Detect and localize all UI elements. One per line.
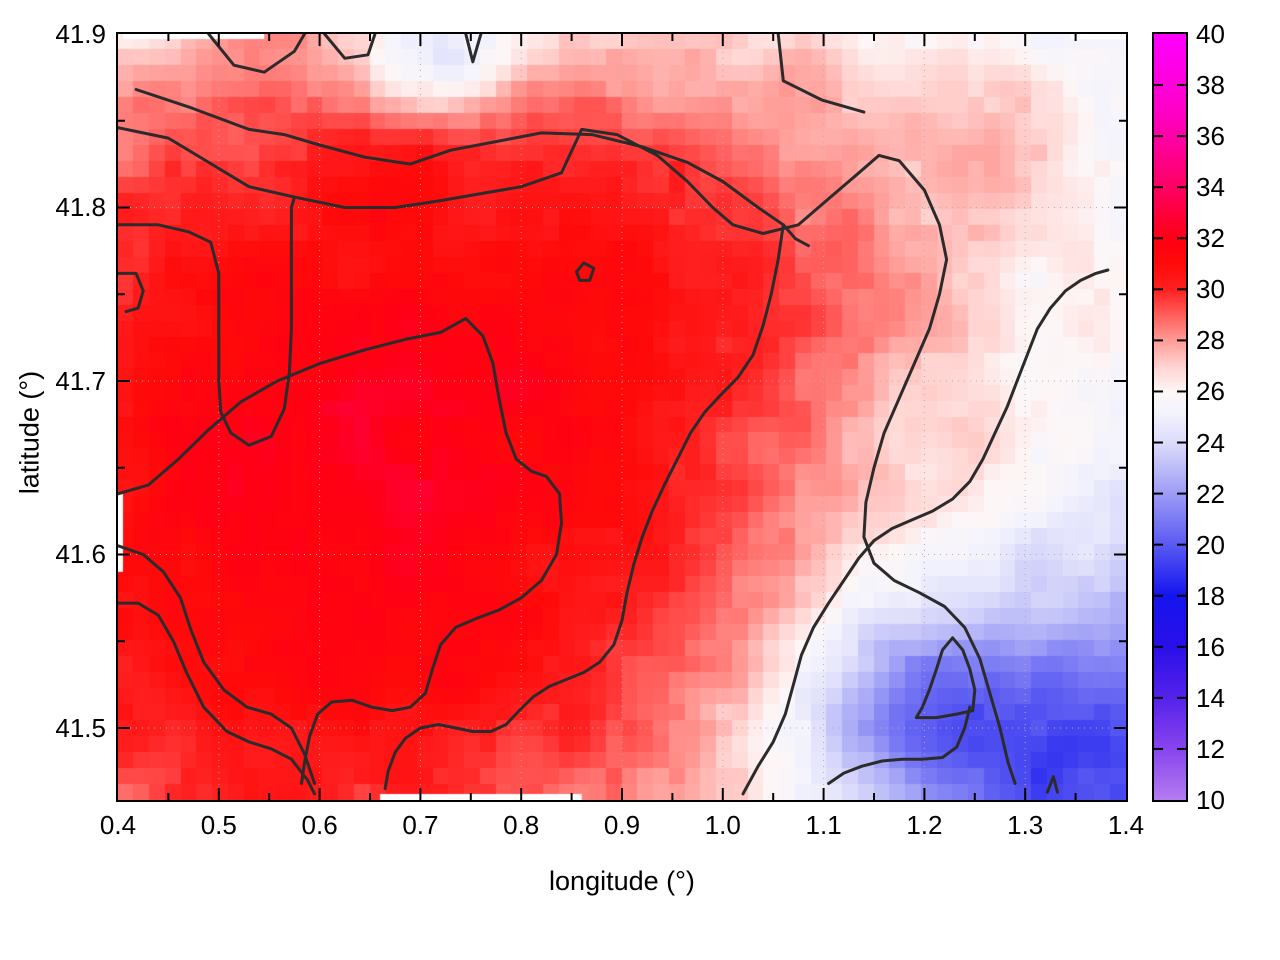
colorbar-tick-label: 32 xyxy=(1196,223,1225,254)
colorbar-tick-label: 16 xyxy=(1196,631,1225,662)
x-tick-label: 0.5 xyxy=(200,810,237,840)
contour-line xyxy=(781,223,810,248)
contour-line xyxy=(134,88,785,227)
x-tick-label: 1.3 xyxy=(1007,810,1044,840)
colorbar-gradient xyxy=(1154,34,1186,800)
contour-line xyxy=(914,636,977,720)
temperature-field-canvas xyxy=(118,34,1126,800)
contour-line xyxy=(383,223,785,791)
contour-line xyxy=(1045,775,1059,794)
colorbar-tick-label: 18 xyxy=(1196,580,1225,611)
contour-line xyxy=(118,271,145,314)
x-tick-label: 1.0 xyxy=(704,810,741,840)
colorbar-tick-label: 40 xyxy=(1196,19,1225,49)
contour-line xyxy=(118,195,296,447)
contour-line xyxy=(118,126,563,209)
y-tick-label: 41.9 xyxy=(55,19,106,49)
colorbar[interactable] xyxy=(1152,32,1188,802)
colorbar-tick-label: 26 xyxy=(1196,376,1225,407)
contour-line xyxy=(827,705,972,785)
contour-line xyxy=(575,261,596,282)
x-axis-title: longitude (°) xyxy=(549,866,695,896)
colorbar-tick-label: 20 xyxy=(1196,529,1225,560)
heatmap-plot-area[interactable] xyxy=(116,32,1128,802)
colorbar-tick-label: 30 xyxy=(1196,274,1225,305)
y-tick-label: 41.8 xyxy=(55,192,106,223)
colorbar-tick-label: 22 xyxy=(1196,478,1225,509)
contour-line xyxy=(776,34,866,114)
contour-line xyxy=(118,544,317,785)
x-tick-label: 0.4 xyxy=(99,810,137,840)
contour-line xyxy=(560,127,1017,785)
x-tick-label: 1.4 xyxy=(1107,810,1145,840)
colorbar-tick-label: 34 xyxy=(1196,172,1225,203)
contour-line xyxy=(118,317,563,785)
contour-line xyxy=(323,34,377,60)
y-tick-label: 41.7 xyxy=(55,365,106,396)
y-axis-title: latitude (°) xyxy=(14,370,45,495)
grid-lines xyxy=(118,34,1126,800)
x-tick-label: 0.7 xyxy=(402,810,439,840)
colorbar-tick-label: 14 xyxy=(1196,682,1225,713)
contour-lines xyxy=(118,34,1110,796)
colorbar-tick-label: 38 xyxy=(1196,70,1225,101)
colorbar-tick-label: 24 xyxy=(1196,427,1225,458)
y-tick-label: 41.6 xyxy=(55,539,106,570)
x-tick-label: 0.9 xyxy=(603,810,641,840)
x-tick-label: 1.2 xyxy=(906,810,943,840)
contour-line xyxy=(464,34,483,64)
y-tick-label: 41.5 xyxy=(55,712,106,743)
contour-line xyxy=(741,268,1110,796)
x-tick-label: 0.8 xyxy=(503,810,540,840)
colorbar-tick-label: 10 xyxy=(1196,785,1225,815)
contour-line xyxy=(207,34,306,74)
x-tick-label: 0.6 xyxy=(301,810,338,840)
colorbar-tick-label: 36 xyxy=(1196,121,1225,152)
contour-line xyxy=(118,601,317,796)
colorbar-tick-label: 12 xyxy=(1196,733,1225,764)
colorbar-tick-label: 28 xyxy=(1196,325,1225,356)
x-tick-label: 1.1 xyxy=(805,810,842,840)
